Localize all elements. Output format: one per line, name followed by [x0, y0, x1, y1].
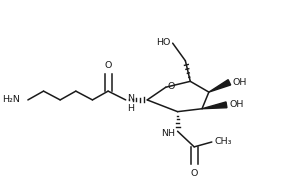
Text: CH₃: CH₃ — [215, 137, 232, 146]
Text: O: O — [190, 169, 198, 178]
Text: H: H — [127, 104, 134, 113]
Text: HO: HO — [156, 38, 171, 47]
Text: NH: NH — [161, 129, 175, 138]
Text: H₂N: H₂N — [2, 95, 20, 104]
Polygon shape — [209, 80, 231, 92]
Text: OH: OH — [232, 78, 247, 87]
Text: OH: OH — [229, 100, 244, 109]
Text: O: O — [168, 82, 175, 91]
Text: N: N — [127, 94, 134, 103]
Polygon shape — [202, 102, 227, 109]
Text: O: O — [104, 61, 112, 70]
